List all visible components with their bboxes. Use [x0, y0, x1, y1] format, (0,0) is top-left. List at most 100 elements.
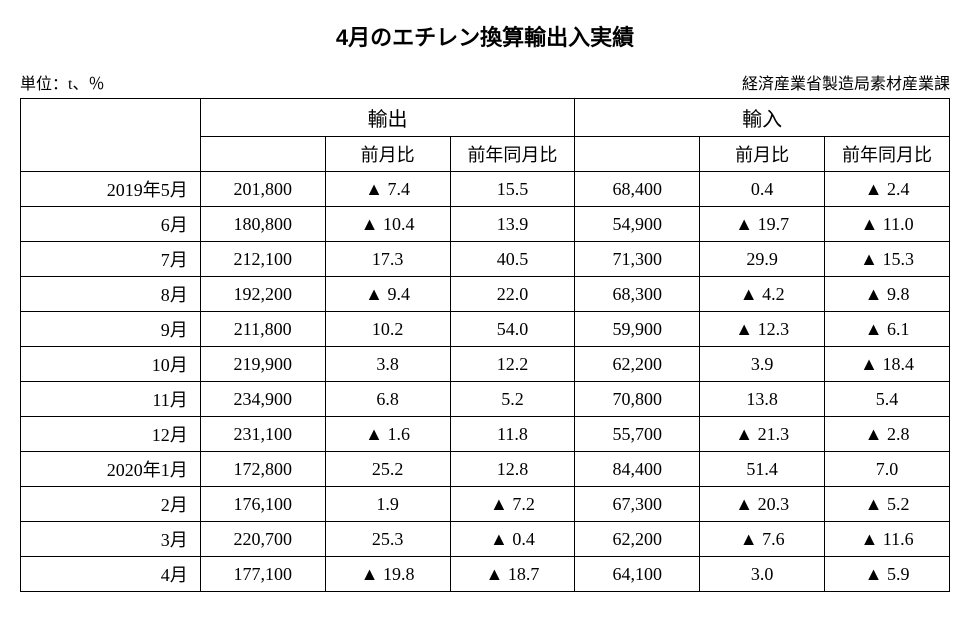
cell-import-mom: ▲ 21.3 [700, 417, 825, 452]
cell-export-mom: ▲ 9.4 [325, 277, 450, 312]
cell-import-yoy: ▲ 11.0 [825, 207, 950, 242]
cell-import-mom: 0.4 [700, 172, 825, 207]
cell-import-value: 55,700 [575, 417, 700, 452]
cell-import-value: 71,300 [575, 242, 700, 277]
table-header-row-1: 輸出 輸入 [21, 99, 950, 137]
cell-import-mom: 3.0 [700, 557, 825, 592]
table-row: 8月192,200▲ 9.422.068,300▲ 4.2▲ 9.8 [21, 277, 950, 312]
table-row: 6月180,800▲ 10.413.954,900▲ 19.7▲ 11.0 [21, 207, 950, 242]
cell-export-mom: 25.3 [325, 522, 450, 557]
cell-import-value: 62,200 [575, 347, 700, 382]
cell-import-yoy: ▲ 2.8 [825, 417, 950, 452]
cell-import-mom: ▲ 20.3 [700, 487, 825, 522]
cell-period: 2月 [21, 487, 201, 522]
cell-export-yoy: ▲ 18.7 [450, 557, 575, 592]
cell-export-value: 212,100 [200, 242, 325, 277]
cell-import-mom: 13.8 [700, 382, 825, 417]
meta-row: 単位：t、％ 経済産業省製造局素材産業課 [20, 70, 950, 94]
cell-export-mom: ▲ 10.4 [325, 207, 450, 242]
cell-import-yoy: ▲ 2.4 [825, 172, 950, 207]
cell-export-yoy: 12.8 [450, 452, 575, 487]
cell-period: 10月 [21, 347, 201, 382]
data-table: 輸出 輸入 前月比 前年同月比 前月比 前年同月比 2019年5月201,800… [20, 98, 950, 592]
cell-export-yoy: ▲ 7.2 [450, 487, 575, 522]
cell-export-mom: ▲ 7.4 [325, 172, 450, 207]
cell-period: 2019年5月 [21, 172, 201, 207]
cell-period: 9月 [21, 312, 201, 347]
cell-import-value: 62,200 [575, 522, 700, 557]
table-row: 7月212,10017.340.571,30029.9▲ 15.3 [21, 242, 950, 277]
cell-export-yoy: 15.5 [450, 172, 575, 207]
cell-import-value: 64,100 [575, 557, 700, 592]
cell-export-value: 220,700 [200, 522, 325, 557]
cell-period: 8月 [21, 277, 201, 312]
source-label: 経済産業省製造局素材産業課 [742, 70, 950, 94]
cell-period: 12月 [21, 417, 201, 452]
table-row: 11月234,9006.85.270,80013.85.4 [21, 382, 950, 417]
cell-import-yoy: ▲ 18.4 [825, 347, 950, 382]
cell-import-mom: 51.4 [700, 452, 825, 487]
cell-import-mom: ▲ 4.2 [700, 277, 825, 312]
cell-export-value: 176,100 [200, 487, 325, 522]
cell-export-value: 180,800 [200, 207, 325, 242]
cell-export-value: 201,800 [200, 172, 325, 207]
cell-period: 6月 [21, 207, 201, 242]
cell-export-mom: ▲ 19.8 [325, 557, 450, 592]
cell-import-value: 54,900 [575, 207, 700, 242]
cell-import-value: 84,400 [575, 452, 700, 487]
header-import-group: 輸入 [575, 99, 950, 137]
table-body: 2019年5月201,800▲ 7.415.568,4000.4▲ 2.46月1… [21, 172, 950, 592]
table-row: 2020年1月172,80025.212.884,40051.47.0 [21, 452, 950, 487]
cell-export-value: 177,100 [200, 557, 325, 592]
header-export-mom: 前月比 [325, 137, 450, 172]
cell-import-mom: ▲ 12.3 [700, 312, 825, 347]
cell-export-value: 231,100 [200, 417, 325, 452]
cell-export-yoy: 13.9 [450, 207, 575, 242]
cell-import-value: 68,300 [575, 277, 700, 312]
cell-export-mom: 17.3 [325, 242, 450, 277]
cell-import-value: 67,300 [575, 487, 700, 522]
table-row: 3月220,70025.3▲ 0.462,200▲ 7.6▲ 11.6 [21, 522, 950, 557]
cell-import-mom: ▲ 19.7 [700, 207, 825, 242]
cell-import-mom: 29.9 [700, 242, 825, 277]
header-import-value [575, 137, 700, 172]
cell-export-yoy: 54.0 [450, 312, 575, 347]
cell-import-yoy: ▲ 11.6 [825, 522, 950, 557]
header-period [21, 99, 201, 172]
table-row: 4月177,100▲ 19.8▲ 18.764,1003.0▲ 5.9 [21, 557, 950, 592]
cell-export-value: 219,900 [200, 347, 325, 382]
table-row: 2月176,1001.9▲ 7.267,300▲ 20.3▲ 5.2 [21, 487, 950, 522]
cell-export-value: 211,800 [200, 312, 325, 347]
cell-import-yoy: ▲ 5.2 [825, 487, 950, 522]
cell-export-mom: 6.8 [325, 382, 450, 417]
header-export-group: 輸出 [200, 99, 575, 137]
cell-import-yoy: ▲ 9.8 [825, 277, 950, 312]
cell-export-yoy: 22.0 [450, 277, 575, 312]
unit-label: 単位：t、％ [20, 70, 104, 94]
cell-period: 4月 [21, 557, 201, 592]
cell-import-mom: 3.9 [700, 347, 825, 382]
header-import-yoy: 前年同月比 [825, 137, 950, 172]
header-import-mom: 前月比 [700, 137, 825, 172]
table-row: 10月219,9003.812.262,2003.9▲ 18.4 [21, 347, 950, 382]
cell-export-yoy: 12.2 [450, 347, 575, 382]
cell-period: 3月 [21, 522, 201, 557]
table-row: 2019年5月201,800▲ 7.415.568,4000.4▲ 2.4 [21, 172, 950, 207]
cell-import-value: 70,800 [575, 382, 700, 417]
cell-import-yoy: ▲ 5.9 [825, 557, 950, 592]
page-title: 4月のエチレン換算輸出入実績 [20, 20, 950, 52]
cell-export-mom: ▲ 1.6 [325, 417, 450, 452]
cell-export-yoy: 11.8 [450, 417, 575, 452]
cell-export-value: 192,200 [200, 277, 325, 312]
cell-import-value: 59,900 [575, 312, 700, 347]
cell-export-yoy: 5.2 [450, 382, 575, 417]
cell-export-mom: 3.8 [325, 347, 450, 382]
cell-import-yoy: ▲ 6.1 [825, 312, 950, 347]
table-row: 9月211,80010.254.059,900▲ 12.3▲ 6.1 [21, 312, 950, 347]
cell-export-mom: 10.2 [325, 312, 450, 347]
cell-period: 2020年1月 [21, 452, 201, 487]
cell-period: 11月 [21, 382, 201, 417]
header-export-value [200, 137, 325, 172]
cell-export-mom: 25.2 [325, 452, 450, 487]
cell-export-yoy: ▲ 0.4 [450, 522, 575, 557]
